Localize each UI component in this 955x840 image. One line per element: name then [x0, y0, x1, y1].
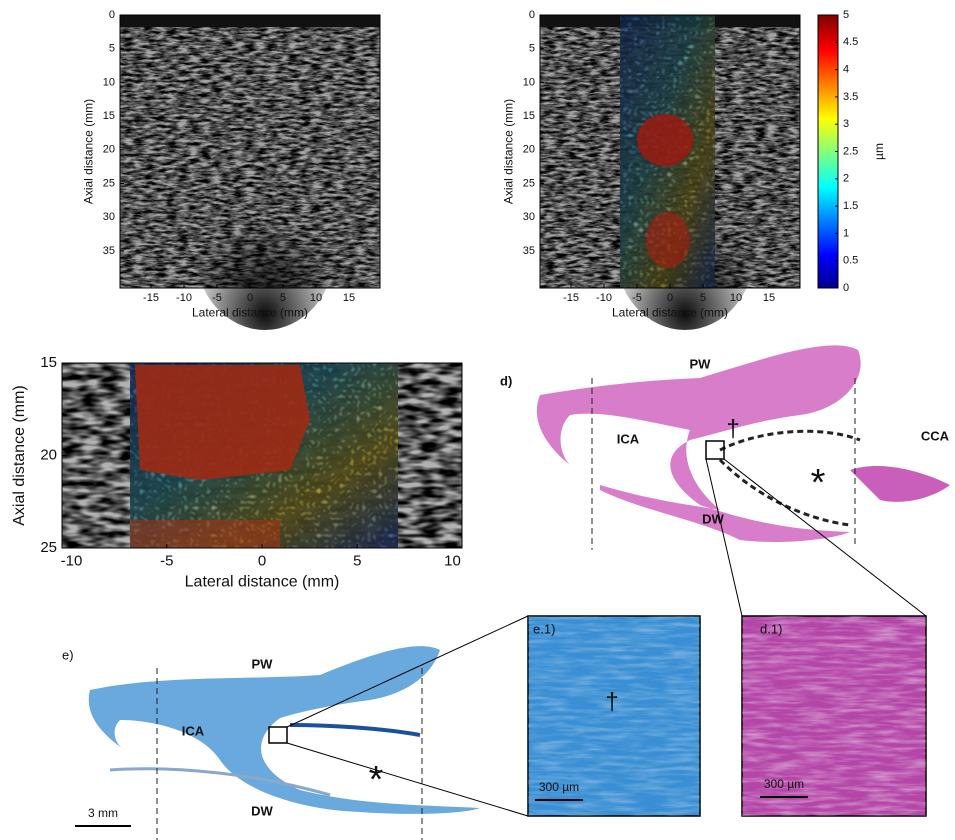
x-tick-label: 10	[444, 552, 461, 569]
region-label: CCA	[921, 428, 950, 443]
x-tick-label: 0	[247, 292, 253, 304]
asterisk: *	[369, 759, 384, 801]
y-tick-label: 0	[529, 9, 535, 21]
histology-d	[537, 345, 950, 616]
y-tick-label: 10	[103, 76, 115, 88]
colorbar-tick-label: 4.5	[843, 36, 858, 48]
y-tick-label: 35	[103, 245, 115, 257]
x-tick-label: 15	[763, 292, 775, 304]
colorbar-label: µm	[872, 143, 886, 160]
y-tick-label: 35	[523, 245, 535, 257]
x-axis-label: Lateral distance (mm)	[185, 574, 340, 591]
y-axis-label: Axial distance (mm)	[81, 99, 95, 204]
colorbar-tick-label: 1	[843, 227, 849, 239]
x-tick-label: -10	[176, 292, 192, 304]
x-tick-label: -5	[632, 292, 642, 304]
y-tick-label: 25	[40, 539, 57, 556]
y-tick-label: 5	[109, 43, 115, 55]
x-tick-label: -10	[61, 552, 83, 569]
ultrasound-c	[62, 363, 462, 548]
colorbar-tick-label: 2.5	[843, 145, 858, 157]
x-tick-label: -15	[563, 292, 579, 304]
y-tick-label: 30	[523, 211, 535, 223]
figure: d) PW ICA DW CCA † * e) PW ICA DW * 3 mm…	[0, 0, 955, 840]
region-label: DW	[702, 511, 724, 526]
x-axis-label: Lateral distance (mm)	[612, 305, 728, 319]
ultrasound-a	[120, 15, 380, 330]
x-tick-label: -5	[212, 292, 222, 304]
y-tick-label: 25	[523, 177, 535, 189]
histology-e	[75, 616, 528, 840]
x-tick-label: 5	[700, 292, 706, 304]
y-tick-label: 20	[523, 144, 535, 156]
asterisk: *	[811, 462, 826, 504]
x-tick-label: 10	[310, 292, 322, 304]
x-tick-label: 10	[730, 292, 742, 304]
dagger: †	[726, 415, 739, 442]
dagger: †	[605, 688, 618, 715]
region-label: PW	[690, 356, 712, 371]
x-tick-label: 5	[353, 552, 361, 569]
x-tick-label: -15	[143, 292, 159, 304]
y-tick-label: 15	[103, 110, 115, 122]
x-tick-label: 5	[280, 292, 286, 304]
y-tick-label: 0	[109, 9, 115, 21]
y-tick-label: 20	[40, 446, 57, 463]
colorbar-tick-label: 5	[843, 9, 849, 21]
region-label: ICA	[182, 723, 205, 738]
colorbar-tick-label: 0	[843, 282, 849, 294]
scale-label: 3 mm	[88, 806, 118, 820]
region-label: ICA	[617, 431, 640, 446]
x-axis-label: Lateral distance (mm)	[192, 305, 308, 319]
region-label: PW	[252, 656, 274, 671]
colorbar-tick-label: 2	[843, 173, 849, 185]
x-tick-label: 0	[667, 292, 673, 304]
y-tick-label: 10	[523, 76, 535, 88]
x-tick-label: 15	[343, 292, 355, 304]
x-tick-label: -5	[160, 552, 173, 569]
y-tick-label: 20	[103, 144, 115, 156]
scale-label: 300 µm	[539, 780, 579, 794]
colorbar-tick-label: 3.5	[843, 91, 858, 103]
x-tick-label: 0	[258, 552, 266, 569]
scale-label: 300 µm	[764, 777, 804, 791]
colorbar-tick-label: 1.5	[843, 200, 858, 212]
colorbar-tick-label: 4	[843, 64, 849, 76]
y-tick-label: 15	[523, 110, 535, 122]
region-label: DW	[251, 803, 273, 818]
ultrasound-b	[540, 15, 800, 330]
x-tick-label: -10	[596, 292, 612, 304]
y-axis-label: Axial distance (mm)	[11, 385, 28, 525]
y-tick-label: 30	[103, 211, 115, 223]
panel-label: d)	[500, 373, 512, 388]
y-tick-label: 15	[40, 354, 57, 371]
y-tick-label: 5	[529, 43, 535, 55]
colorbar-tick-label: 0.5	[843, 255, 858, 267]
y-axis-label: Axial distance (mm)	[501, 99, 515, 204]
y-tick-label: 25	[103, 177, 115, 189]
panel-label: d.1)	[760, 621, 782, 636]
panel-label: e.1)	[533, 621, 555, 636]
panel-label: e)	[62, 647, 74, 662]
colorbar-tick-label: 3	[843, 118, 849, 130]
